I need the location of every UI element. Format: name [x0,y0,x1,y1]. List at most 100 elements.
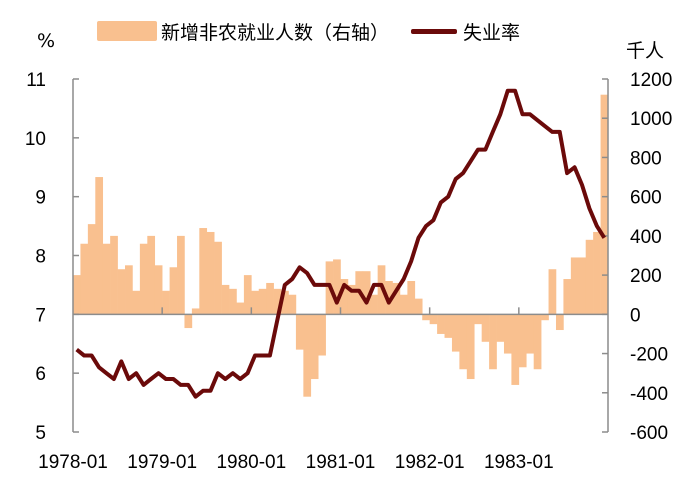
bar [117,269,126,315]
bar [310,314,319,380]
bar [548,269,557,315]
bar [191,308,200,315]
bar [466,314,475,380]
x-tick-label: 1978-01 [38,452,108,473]
bar-swatch-icon [97,21,157,41]
bar [251,290,260,315]
bar [169,267,178,315]
bar [102,243,111,315]
bar [214,241,222,315]
bar [578,257,587,315]
bar [318,314,326,356]
bar [125,265,133,315]
bar [459,314,468,370]
bar [229,288,237,315]
bar [258,288,267,315]
bar [489,314,497,370]
bar [206,231,215,315]
bar [385,280,393,315]
left-tick-label: 7 [35,305,46,326]
bar [451,314,460,352]
right-tick-label: -200 [630,345,668,366]
bar [481,314,490,342]
bar [199,228,208,315]
bar [95,177,104,315]
x-tick-label: 1980-01 [216,452,286,473]
bar [273,288,282,315]
bar [154,265,163,315]
right-tick-label: 200 [630,266,662,287]
right-axis-unit: 千人 [626,40,665,62]
left-tick-label: 9 [35,188,46,209]
bar [555,314,564,331]
bar [288,294,297,315]
right-tick-label: 600 [630,188,662,209]
bar [437,314,445,334]
bar [526,314,534,354]
bar [184,314,193,329]
bar [340,279,349,315]
bar [422,314,430,321]
bar [221,284,230,315]
bar [399,294,408,315]
line-swatch-icon [411,28,458,34]
bar [496,314,505,342]
bar [266,282,274,315]
bar [533,314,542,370]
right-tick-label: 400 [630,227,662,248]
left-tick-label: 11 [26,70,46,91]
bar [347,284,356,315]
x-tick-label: 1979-01 [127,452,197,473]
legend-line-label: 失业率 [463,21,521,44]
right-tick-label: 800 [630,148,662,169]
bar [110,235,118,315]
bar [303,314,312,397]
bar [333,259,341,315]
left-tick-label: 8 [35,247,46,268]
bar [392,282,401,315]
line-series [75,88,606,399]
bar [80,243,89,315]
bar [407,280,416,315]
unemployment-line [75,88,606,399]
bar [73,275,81,315]
bar [414,298,423,315]
bar [147,235,156,315]
bar [295,314,304,350]
bar [362,271,371,315]
bar [503,314,512,354]
bar-series [73,94,609,397]
bar [585,239,594,315]
bar [243,275,252,315]
x-tick-label: 1982-01 [395,452,465,473]
bar [541,314,549,321]
bar [600,94,609,315]
bar [177,235,185,315]
bar [139,243,148,315]
bar [518,314,527,368]
bar [87,224,96,315]
bar [236,302,245,315]
left-tick-label: 5 [35,423,46,444]
bar [593,231,601,315]
bar [370,294,378,315]
right-tick-label: 1200 [630,70,672,91]
bar [162,290,170,315]
left-tick-label: 6 [35,364,46,385]
right-tick-label: -400 [630,384,668,405]
legend: 新增非农就业人数（右轴） 失业率 [97,16,520,46]
right-tick-label: 0 [630,305,641,326]
bar [444,314,453,338]
axes [72,78,609,433]
legend-bar-label: 新增非农就业人数（右轴） [161,21,390,44]
tick-labels: 11 10 9 8 7 6 5 1200 1000 800 600 400 200 0 -200 -400 -6… [25,70,672,473]
left-axis-unit: % [37,30,56,52]
bar [563,279,572,315]
left-tick-label: 10 [25,129,46,150]
bar [570,257,579,315]
bar [511,314,520,385]
x-tick-label: 1981-01 [306,452,376,473]
legend-item-line: 失业率 [389,18,520,45]
x-tick-label: 1983-01 [484,452,554,473]
